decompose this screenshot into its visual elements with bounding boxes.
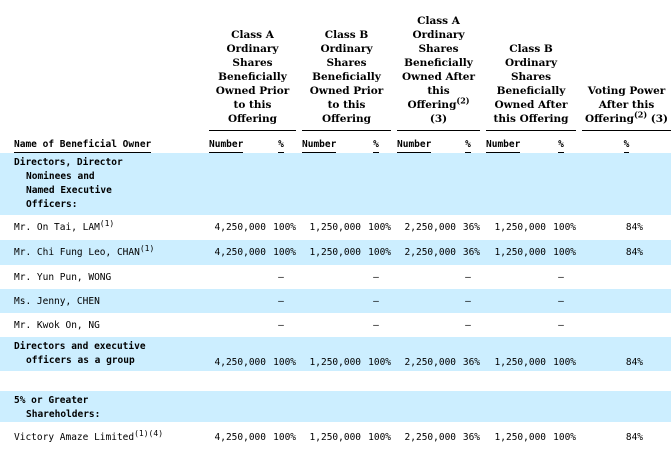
spacer-row: [0, 371, 671, 391]
col-header-class-b-after: Class B Ordinary Shares Beneficially Own…: [486, 0, 577, 131]
table-row: Mr. Kwok On, NG — — — —: [0, 313, 671, 337]
cell-voting-power: 84%: [582, 240, 671, 265]
col-header-voting-power: Voting Power After this Offering(2) (3): [582, 0, 671, 131]
group-row: Directors and executive officers as a gr…: [0, 337, 671, 371]
cell-percent: 100%: [368, 222, 392, 233]
cell-percent: 100%: [266, 337, 297, 371]
cell-percent: 100%: [546, 240, 577, 265]
cell-dash: —: [546, 289, 577, 313]
cell-dash: —: [373, 319, 379, 331]
cell-number: 2,250,000: [397, 240, 457, 265]
percent-header: %: [546, 130, 576, 153]
owner-name: Mr. Kwok On, NG: [14, 319, 100, 331]
col-header-class-a-after: Class A Ordinary Shares Beneficially Own…: [397, 0, 481, 131]
table-row: Ms. Jenny, CHEN — — — —: [0, 289, 671, 313]
header-row: Class A Ordinary Shares Beneficially Own…: [0, 0, 671, 131]
cell-number: 2,250,000: [404, 222, 457, 233]
percent-header: %: [456, 130, 480, 153]
cell-dash: —: [558, 319, 564, 331]
cell-percent: 100%: [368, 432, 392, 443]
cell-percent: 100%: [361, 337, 392, 371]
cell-dash: —: [278, 271, 284, 283]
cell-number: 1,250,000: [486, 337, 547, 371]
number-header: Number: [302, 130, 361, 153]
section-shareholders: 5% or Greater Shareholders:: [0, 391, 671, 422]
cell-dash: —: [373, 271, 379, 283]
cell-percent: 100%: [553, 222, 577, 233]
percent-header: %: [266, 130, 296, 153]
cell-percent: 36%: [462, 222, 481, 233]
cell-number: 1,250,000: [309, 432, 362, 443]
owner-name: Mr. On Tai, LAM(1): [14, 218, 115, 233]
cell-dash: —: [465, 319, 471, 331]
cell-percent: 100%: [546, 337, 577, 371]
cell-percent: 100%: [273, 222, 297, 233]
cell-number: 2,250,000: [404, 432, 457, 443]
cell-dash: —: [465, 271, 471, 283]
cell-voting-power: 84%: [582, 337, 671, 371]
cell-dash: —: [361, 289, 392, 313]
group-label: Directors and executive officers as a gr…: [0, 337, 209, 371]
section-directors: Directors, Director Nominees and Named E…: [0, 153, 671, 215]
col-header-class-a-prior: Class A Ordinary Shares Beneficially Own…: [209, 0, 297, 131]
cell-voting-power: 84%: [625, 222, 644, 233]
cell-number: 2,250,000: [397, 337, 457, 371]
cell-number: 1,250,000: [302, 337, 362, 371]
percent-header: %: [361, 130, 391, 153]
owner-name: Ms. Jenny, CHEN: [0, 289, 209, 313]
cell-dash: —: [266, 289, 297, 313]
cell-number: 4,250,000: [209, 337, 266, 371]
col-header-class-b-prior: Class B Ordinary Shares Beneficially Own…: [302, 0, 392, 131]
owner-name: Mr. Yun Pun, WONG: [14, 271, 112, 283]
cell-percent: 100%: [273, 432, 297, 443]
cell-dash: —: [278, 319, 284, 331]
percent-header: %: [582, 130, 671, 153]
cell-percent: 36%: [456, 240, 481, 265]
cell-number: 1,250,000: [494, 222, 547, 233]
owner-name: Mr. Chi Fung Leo, CHAN(1): [0, 240, 209, 265]
cell-number: 4,250,000: [214, 222, 266, 233]
cell-percent: 100%: [266, 240, 297, 265]
table-row: Victory Amaze Limited(1)(4) 4,250,000 10…: [0, 422, 671, 453]
cell-number: 1,250,000: [486, 240, 547, 265]
cell-number: 1,250,000: [494, 432, 547, 443]
cell-percent: 100%: [361, 240, 392, 265]
number-header: Number: [486, 130, 546, 153]
cell-number: 4,250,000: [209, 240, 266, 265]
cell-percent: 36%: [456, 337, 481, 371]
cell-percent: 100%: [553, 432, 577, 443]
cell-number: 1,250,000: [309, 222, 362, 233]
cell-voting-power: 84%: [625, 432, 644, 443]
section-title: Directors, Director Nominees and Named E…: [0, 153, 209, 215]
table-row: Mr. Yun Pun, WONG — — — —: [0, 265, 671, 289]
cell-dash: —: [456, 289, 481, 313]
table-row: Mr. Chi Fung Leo, CHAN(1) 4,250,000 100%…: [0, 240, 671, 265]
subheader-row: Name of Beneficial Owner Number % Number…: [0, 130, 671, 153]
name-column-header: Name of Beneficial Owner: [0, 130, 209, 153]
cell-dash: —: [558, 271, 564, 283]
number-header: Number: [397, 130, 456, 153]
header-spacer: [0, 0, 209, 130]
owner-name: Victory Amaze Limited(1)(4): [14, 428, 164, 443]
cell-number: 1,250,000: [302, 240, 362, 265]
cell-percent: 36%: [462, 432, 481, 443]
cell-number: 4,250,000: [214, 432, 266, 443]
number-header: Number: [209, 130, 266, 153]
table-row: Mr. On Tai, LAM(1) 4,250,000 100% 1,250,…: [0, 215, 671, 240]
section-title: 5% or Greater Shareholders:: [0, 391, 209, 422]
